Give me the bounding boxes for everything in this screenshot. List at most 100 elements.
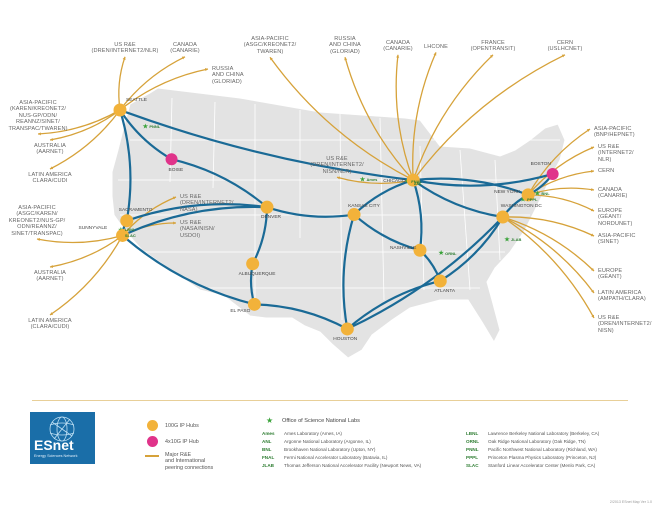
peering-line-16: [412, 54, 566, 181]
peering-line-19: [527, 146, 595, 196]
link-houston-washington: [346, 216, 504, 330]
lab-legend-abbr: PNNL: [466, 447, 479, 452]
lab-label-fnal: FNAL: [411, 178, 422, 184]
peering-arrow-10: [50, 312, 54, 315]
peering-arrow-23: [590, 233, 594, 237]
link-chicago-boston: [413, 172, 553, 187]
peering-label-2: RUSSIA AND CHINA (GLORIAD): [212, 66, 244, 85]
labs-star-icon: ★: [266, 416, 274, 425]
hub-boston[interactable]: [546, 167, 559, 180]
peering-label-22: EUROPE (GÉANT/ NORDUNET): [598, 208, 633, 227]
lab-legend-abbr: BNL: [262, 447, 272, 452]
peering-connections: [36, 52, 595, 319]
link-atlanta-washington: [439, 216, 504, 282]
peering-line-23: [502, 216, 595, 237]
peering-arrow-11: [270, 57, 273, 61]
peering-label-4: AUSTRALIA (AARnet): [34, 143, 66, 156]
lab-legend-row: PPPL Princeton Plasma Physics Laboratory …: [466, 455, 596, 460]
peering-label-13: CANADA (CANARIE): [383, 40, 413, 53]
peering-label-26: US R&E (DREN/Internet2/ NISN): [598, 315, 652, 334]
peering-line-10: [49, 235, 124, 316]
hub-label-washington: WASHINGTON DC: [500, 204, 542, 209]
peering-label-10: LATIN AMERICA (CLARA/CUDI): [28, 318, 72, 331]
hub-denver[interactable]: [260, 200, 274, 214]
us-landmass: [111, 87, 566, 359]
link-kansascity-nashville: [353, 213, 421, 252]
peering-line-5: [49, 109, 121, 170]
hub-boise[interactable]: [165, 153, 178, 166]
lab-legend-abbr: ANL: [262, 439, 272, 444]
legend-4x10g-swatch: [147, 436, 158, 447]
link-sacramento-denver: [126, 203, 268, 222]
peering-label-9: AUSTRALIA (AARnet): [34, 270, 66, 283]
hub-label-boston: BOSTON: [530, 161, 551, 167]
lab-legend-row: Ames Ames Laboratory (Ames, IA): [262, 431, 342, 436]
link-chicago-nashville: [412, 179, 423, 251]
hub-atlanta[interactable]: [433, 274, 447, 288]
lab-star-pppl: ★: [520, 196, 526, 204]
hub-kansascity[interactable]: [347, 208, 361, 222]
hub-newyork[interactable]: [521, 188, 535, 202]
lab-star-ornl: ★: [438, 249, 444, 257]
peering-label-15: FRANCE (OpenTransit): [470, 40, 516, 53]
hub-sunnyvale[interactable]: [116, 228, 130, 242]
peering-label-14: LHCONE: [424, 44, 448, 50]
peering-label-0: US R&E (DREN/Internet2/NLR): [91, 42, 159, 55]
lab-legend-abbr: SLAC: [466, 463, 479, 468]
peering-line-18: [527, 128, 591, 196]
peering-arrow-9: [50, 265, 54, 269]
peering-line-3: [37, 109, 121, 135]
lab-label-ornl: ORNL: [445, 250, 457, 256]
lab-legend-row: ORNL Oak Ridge National Laboratory (Oak R…: [466, 439, 586, 444]
link-elpaso-houston: [254, 303, 348, 330]
peering-arrow-26: [591, 314, 595, 318]
peering-arrow-8: [173, 221, 176, 225]
lab-legend-abbr: FNAL: [262, 455, 275, 460]
lab-legend-abbr: JLAB: [262, 463, 274, 468]
lab-legend-abbr: Ames: [262, 431, 275, 436]
lab-label-slac: SLAC: [124, 233, 136, 239]
peering-arrow-18: [586, 129, 590, 132]
peering-label-20: CERN: [598, 168, 615, 174]
peering-label-8: US R&E (NASA/NISN/ USDOI): [180, 220, 215, 239]
lab-legend-row: BNL Brookhaven National Laboratory (Upton…: [262, 447, 375, 452]
lab-star-pnnl: ★: [142, 122, 148, 130]
lab-legend-row: LBNL Lawrence Berkeley National Laborator…: [466, 431, 599, 436]
link-seattle-boise: [119, 109, 173, 161]
peering-label-24: EUROPE (GÉANT): [598, 268, 623, 281]
hub-elpaso[interactable]: [247, 297, 261, 311]
peering-arrow-4: [50, 138, 54, 142]
hub-chicago[interactable]: [406, 173, 420, 187]
lab-legend-name: Argonne National Laboratory (Argonne, IL…: [284, 439, 371, 444]
peering-line-6: [36, 234, 123, 244]
hub-label-kansascity: KANSAS CITY: [348, 203, 380, 209]
hub-washington[interactable]: [496, 210, 510, 224]
peering-label-19: US R&E (Internet2/ NLR): [598, 144, 634, 163]
peering-arrow-17: [337, 176, 341, 180]
lab-legend-row: JLAB Thomas Jefferson National Accelerato…: [262, 463, 421, 468]
legend-100g-label: 100G IP Hubs: [165, 423, 199, 429]
peering-label-23: ASIA-PACIFIC (SINET): [598, 233, 636, 246]
network-map: ★★★★★★★★★★: [36, 52, 595, 359]
esnet-logo: [30, 412, 95, 464]
lab-label-jlab: JLAB: [511, 237, 522, 243]
lab-label-pppl: PPPL: [527, 197, 538, 203]
hub-nashville[interactable]: [413, 243, 427, 257]
peering-line-13: [395, 54, 414, 181]
hub-houston[interactable]: [340, 322, 354, 336]
lab-label-ames: Ames: [366, 176, 378, 182]
hub-albuquerque[interactable]: [246, 257, 260, 271]
lab-label-pnnl: PNNL: [149, 123, 161, 129]
lab-legend-name: Thomas Jefferson National Accelerator Fa…: [284, 463, 422, 468]
hub-sacramento[interactable]: [120, 214, 134, 228]
peering-arrow-15: [489, 54, 493, 58]
link-sunnyvale-denver: [122, 205, 268, 237]
hub-seattle[interactable]: [113, 103, 127, 117]
peering-line-24: [502, 216, 595, 272]
peering-arrow-0: [122, 56, 126, 60]
peering-arrow-2: [204, 68, 208, 72]
hub-label-elpaso: EL PASO: [230, 309, 251, 315]
peering-arrow-21: [590, 188, 594, 192]
logo-tagline: Energy Sciences Network: [34, 454, 78, 458]
hub-label-sunnyvale: SUNNYVALE: [78, 226, 108, 232]
